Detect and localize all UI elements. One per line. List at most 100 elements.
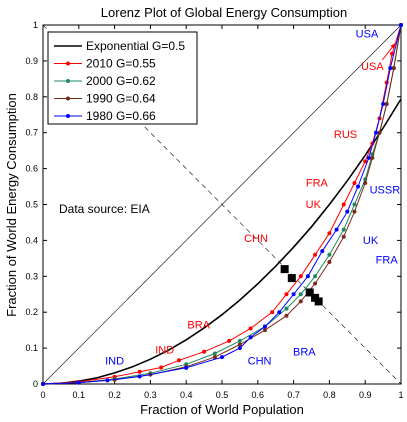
chart-title: Lorenz Plot of Global Energy Consumption xyxy=(101,5,347,20)
data-point-2010 xyxy=(248,326,253,331)
gini-marker xyxy=(280,265,289,274)
data-point-1990 xyxy=(327,259,332,264)
data-point-2010 xyxy=(227,338,232,343)
data-point-1980 xyxy=(137,374,142,379)
y-tick-label: 0.4 xyxy=(25,235,38,245)
country-label: BRA xyxy=(293,346,316,358)
data-point-1980 xyxy=(105,378,110,383)
country-label: IND xyxy=(155,344,174,356)
data-point-1990 xyxy=(370,155,375,160)
data-point-2010 xyxy=(352,180,357,185)
x-tick-label: 0.3 xyxy=(144,390,157,400)
data-point-2010 xyxy=(341,202,346,207)
data-point-2000 xyxy=(298,292,303,297)
data-point-1980 xyxy=(345,209,350,214)
country-label: FRA xyxy=(306,178,329,190)
data-point-1990 xyxy=(284,313,289,318)
data-point-1980 xyxy=(388,66,393,71)
data-point-1980 xyxy=(248,335,253,340)
data-point-1980 xyxy=(291,292,296,297)
legend-entry: Exponential G=0.5 xyxy=(86,39,185,53)
legend-entry: 1990 G=0.64 xyxy=(86,92,156,106)
legend-marker xyxy=(66,96,70,101)
country-label: RUS xyxy=(334,129,357,141)
data-point-2010 xyxy=(363,159,368,164)
y-tick-label: 0 xyxy=(33,379,38,389)
data-point-2010 xyxy=(177,358,182,363)
legend-marker xyxy=(66,61,70,66)
legend-entry: 2000 G=0.62 xyxy=(86,74,156,88)
country-label: IND xyxy=(105,355,124,367)
data-point-1990 xyxy=(237,342,242,347)
data-point-2010 xyxy=(159,365,164,370)
country-label: BRA xyxy=(187,319,210,331)
country-label: CHN xyxy=(244,233,268,245)
x-tick-label: 0.5 xyxy=(216,390,229,400)
country-label: FRA xyxy=(376,255,399,267)
x-tick-label: 0.8 xyxy=(323,390,336,400)
gini-marker xyxy=(314,297,323,306)
country-label: UK xyxy=(363,235,379,247)
x-tick-label: 0.6 xyxy=(252,390,265,400)
data-point-2000 xyxy=(327,252,332,257)
data-point-2010 xyxy=(202,349,207,354)
data-point-2010 xyxy=(270,310,275,315)
data-point-2010 xyxy=(298,274,303,279)
plot-area: 0 0.1 0.2 0.3 0.4 0.5 0.6 0.7 0.8 0.9 1 0 0.1 0.2 0.3 0… xyxy=(25,20,403,400)
data-point-1980 xyxy=(220,355,224,360)
country-label: USSR xyxy=(370,185,401,197)
x-tick-label: 0.1 xyxy=(73,390,86,400)
data-point-2000 xyxy=(284,306,289,311)
x-tick-label: 0 xyxy=(40,390,45,400)
data-point-1990 xyxy=(391,66,396,71)
y-axis-label: Fraction of World Energy Consumption xyxy=(4,93,19,317)
data-point-1980 xyxy=(76,380,81,385)
legend-entry: 2010 G=0.55 xyxy=(86,57,156,71)
x-tick-label: 0.4 xyxy=(180,390,193,400)
country-label: UK xyxy=(306,199,322,211)
country-label: USA xyxy=(356,29,379,41)
legend: Exponential G=0.5 2010 G=0.55 2000 G=0.62 1… xyxy=(47,31,198,125)
y-tick-label: 0.6 xyxy=(25,164,38,174)
annotation-arrowhead xyxy=(390,42,396,49)
data-point-1990 xyxy=(212,355,217,360)
y-tick-label: 0.2 xyxy=(25,307,38,317)
data-point-1990 xyxy=(352,209,357,214)
data-point-1980 xyxy=(399,23,403,27)
legend-marker xyxy=(66,79,70,83)
data-point-2000 xyxy=(212,351,217,356)
data-point-1990 xyxy=(377,130,382,135)
series-line-exponential xyxy=(42,98,402,385)
country-label: USA xyxy=(361,61,384,73)
y-tick-label: 0.3 xyxy=(25,271,38,281)
data-point-1990 xyxy=(262,328,267,333)
legend-box xyxy=(47,31,198,125)
y-tick-label: 0.7 xyxy=(25,128,38,138)
data-point-1980 xyxy=(184,365,189,370)
country-label: CHN xyxy=(248,355,272,367)
data-point-1980 xyxy=(262,324,267,329)
data-source-note: Data source: EIA xyxy=(59,202,150,216)
data-point-1980 xyxy=(373,130,378,135)
x-tick-label: 1 xyxy=(398,390,403,400)
data-point-2000 xyxy=(352,202,357,207)
data-point-1990 xyxy=(363,180,368,185)
data-point-1980 xyxy=(277,310,282,315)
data-point-1980 xyxy=(381,101,386,106)
legend-marker xyxy=(66,114,70,118)
data-point-2000 xyxy=(237,338,242,343)
y-tick-label: 1 xyxy=(33,20,38,30)
data-point-1980 xyxy=(237,346,242,351)
legend-entry: 1980 G=0.66 xyxy=(86,109,156,123)
x-tick-label: 0.2 xyxy=(108,390,121,400)
data-point-2010 xyxy=(313,252,318,257)
data-point-2000 xyxy=(313,274,318,279)
y-tick-label: 0.5 xyxy=(25,200,38,210)
y-tick-label: 0.1 xyxy=(25,343,38,353)
data-point-1980 xyxy=(356,184,361,189)
gini-marker xyxy=(287,274,296,283)
data-point-1980 xyxy=(41,382,45,386)
y-tick-label: 0.9 xyxy=(25,56,38,66)
data-point-1990 xyxy=(313,281,318,286)
